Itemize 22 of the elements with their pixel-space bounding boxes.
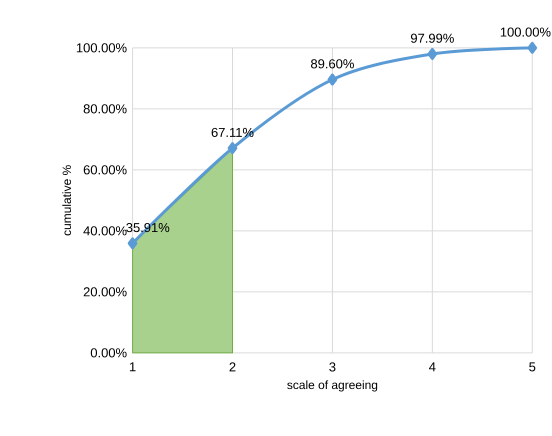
data-label: 97.99% bbox=[410, 34, 454, 44]
y-tick-label: 40.00% bbox=[83, 226, 127, 236]
point bbox=[527, 42, 538, 54]
x-tick-label: 1 bbox=[130, 362, 136, 372]
y-tick-label: 0.00% bbox=[90, 348, 127, 358]
data-label: 89.60% bbox=[311, 59, 354, 69]
x-tick-label: 5 bbox=[529, 362, 536, 372]
y-tick-label: 100.00% bbox=[76, 43, 127, 53]
y-tick-label: 60.00% bbox=[84, 165, 127, 175]
x-axis-title: scale of agreeing bbox=[287, 380, 378, 392]
data-label: 35.91% bbox=[126, 223, 170, 232]
point bbox=[128, 238, 138, 250]
point bbox=[228, 142, 238, 154]
point bbox=[427, 48, 438, 60]
x-tick-label: 4 bbox=[429, 362, 436, 372]
x-tick-label: 2 bbox=[230, 362, 236, 372]
data-label: 100.00% bbox=[500, 28, 551, 37]
y-tick-label: 20.00% bbox=[84, 287, 127, 297]
y-tick-label: 80.00% bbox=[84, 104, 127, 114]
y-axis-title: cumulative % bbox=[62, 165, 72, 236]
point bbox=[328, 74, 338, 86]
x-tick-label: 3 bbox=[329, 362, 336, 372]
